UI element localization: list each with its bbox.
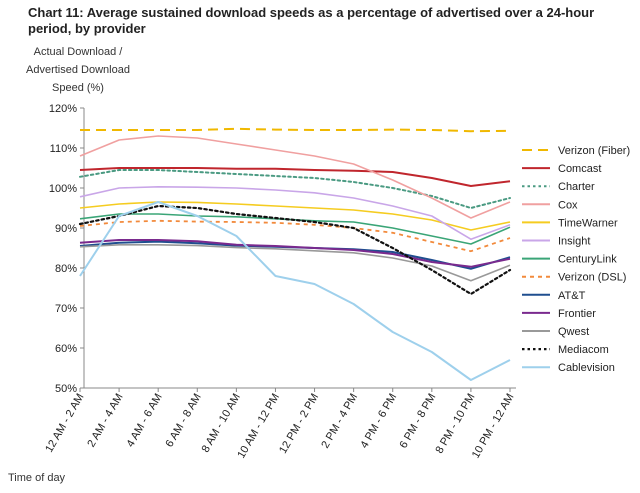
series-line-at-t (79, 240, 511, 270)
x-tick-label: 4 PM - 6 PM (358, 392, 399, 451)
x-axis-label: Time of day (8, 472, 66, 484)
y-axis-label: Actual Download / Advertised Download Sp… (14, 43, 142, 97)
legend-label-verizon-fiber: Verizon (Fiber) (558, 145, 630, 157)
legend-label-mediacom: Mediacom (558, 344, 609, 356)
series-line-verizon-dsl (79, 219, 511, 253)
x-tick-label: 6 AM - 8 AM (164, 392, 204, 450)
series-line-charter (79, 169, 511, 209)
x-tick-label: 6 PM - 8 PM (397, 392, 438, 451)
legend-label-comcast: Comcast (558, 163, 601, 175)
y-tick-label: 70% (55, 303, 77, 315)
legend-label-cablevision: Cablevision (558, 362, 615, 374)
legend-label-timewarner: TimeWarner (558, 217, 618, 229)
legend-label-qwest: Qwest (558, 326, 589, 338)
x-tick-label: 12 AM - 2 AM (43, 392, 86, 455)
x-tick-label: 10 PM - 12 AM (470, 392, 517, 461)
y-tick-label: 110% (50, 143, 78, 155)
series-line-timewarner (79, 201, 511, 231)
y-axis-label-line-3: Speed (%) (52, 82, 104, 94)
x-tick-label: 4 AM - 6 AM (124, 392, 164, 450)
series-line-comcast (79, 167, 511, 187)
x-tick-label: 2 AM - 4 AM (85, 392, 125, 450)
y-tick-label: 50% (55, 383, 77, 395)
x-tick-label: 2 PM - 4 PM (319, 392, 360, 451)
x-tick-label: 8 AM - 10 AM (200, 392, 243, 455)
legend-label-centurylink: CenturyLink (558, 254, 617, 266)
series-line-cox (79, 135, 511, 219)
legend-label-charter: Charter (558, 181, 595, 193)
series-line-qwest (79, 244, 511, 282)
chart-title: Chart 11: Average sustained download spe… (28, 5, 595, 36)
series-line-verizon-fiber (80, 127, 511, 133)
x-tick-label: 10 AM - 12 PM (235, 392, 282, 461)
x-tick-label: 8 PM - 10 PM (433, 391, 477, 455)
y-axis-label-line-1: Actual Download / (33, 46, 123, 58)
series-line-mediacom (78, 204, 512, 296)
y-axis-label-line-2: Advertised Download (26, 64, 130, 76)
series-line-cablevision (79, 201, 511, 381)
series-line-insight (79, 186, 511, 240)
x-tick-label: 12 PM - 2 PM (277, 392, 321, 456)
y-tick-label: 80% (55, 263, 77, 275)
series-line-frontier (79, 239, 511, 268)
y-tick-label: 60% (55, 343, 77, 355)
legend-label-frontier: Frontier (558, 308, 596, 320)
y-tick-label: 90% (55, 223, 77, 235)
y-tick-label: 100% (49, 183, 77, 195)
legend-label-insight: Insight (558, 236, 590, 248)
legend-label-cox: Cox (558, 199, 578, 211)
legend-label-at-t: AT&T (558, 290, 586, 302)
legend-label-verizon-dsl: Verizon (DSL) (558, 272, 626, 284)
y-tick-label: 120% (49, 103, 77, 115)
